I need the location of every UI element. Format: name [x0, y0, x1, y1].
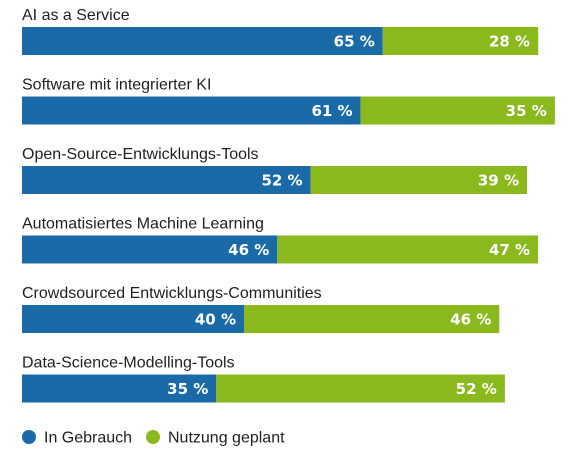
- value-label: 35 %: [506, 102, 547, 120]
- category-label: Data-Science-Modelling-Tools: [22, 355, 235, 372]
- legend-swatch-nutzung-geplant: [146, 430, 160, 444]
- bar-row: Data-Science-Modelling-Tools 35 % 52 %: [22, 355, 505, 403]
- value-label: 46 %: [450, 311, 491, 329]
- value-label: 28 %: [489, 33, 530, 51]
- value-label: 47 %: [489, 241, 530, 259]
- value-label: 52 %: [261, 172, 302, 190]
- category-label: Automatisiertes Machine Learning: [22, 216, 264, 233]
- bar-nutzung-geplant: [216, 374, 505, 403]
- bar-in-gebrauch: [22, 305, 244, 333]
- bar-nutzung-geplant: [310, 166, 527, 194]
- value-label: 40 %: [195, 311, 236, 329]
- bar-nutzung-geplant: [244, 305, 500, 333]
- bar-in-gebrauch: [22, 166, 311, 194]
- value-label: 61 %: [311, 102, 352, 120]
- value-label: 39 %: [478, 172, 519, 190]
- legend-label: Nutzung geplant: [168, 430, 285, 447]
- bar-row: Software mit integrierter KI 61 % 35 %: [22, 77, 555, 125]
- category-label: Open-Source-Entwicklungs-Tools: [22, 146, 259, 163]
- bar-in-gebrauch: [22, 374, 217, 403]
- bar-nutzung-geplant: [360, 96, 555, 125]
- bar-nutzung-geplant: [382, 27, 539, 55]
- legend-swatch-in-gebrauch: [22, 430, 36, 444]
- legend: In Gebrauch Nutzung geplant: [22, 430, 285, 447]
- category-label: Crowdsourced Entwicklungs-Communities: [22, 285, 322, 302]
- bar-row: Automatisiertes Machine Learning 46 % 47 %: [22, 216, 539, 264]
- bar-in-gebrauch: [22, 235, 278, 264]
- bar-nutzung-geplant: [277, 235, 539, 264]
- bar-in-gebrauch: [22, 96, 361, 125]
- value-label: 52 %: [456, 380, 497, 398]
- legend-label: In Gebrauch: [44, 430, 132, 447]
- category-label: Software mit integrierter KI: [22, 77, 211, 94]
- value-label: 35 %: [167, 380, 208, 398]
- bar-in-gebrauch: [22, 27, 383, 55]
- bar-row: AI as a Service 65 % 28 %: [22, 7, 539, 55]
- value-label: 65 %: [334, 33, 375, 51]
- bar-row: Crowdsourced Entwicklungs-Communities 40 …: [22, 285, 500, 333]
- value-label: 46 %: [228, 241, 269, 259]
- category-label: AI as a Service: [22, 7, 130, 24]
